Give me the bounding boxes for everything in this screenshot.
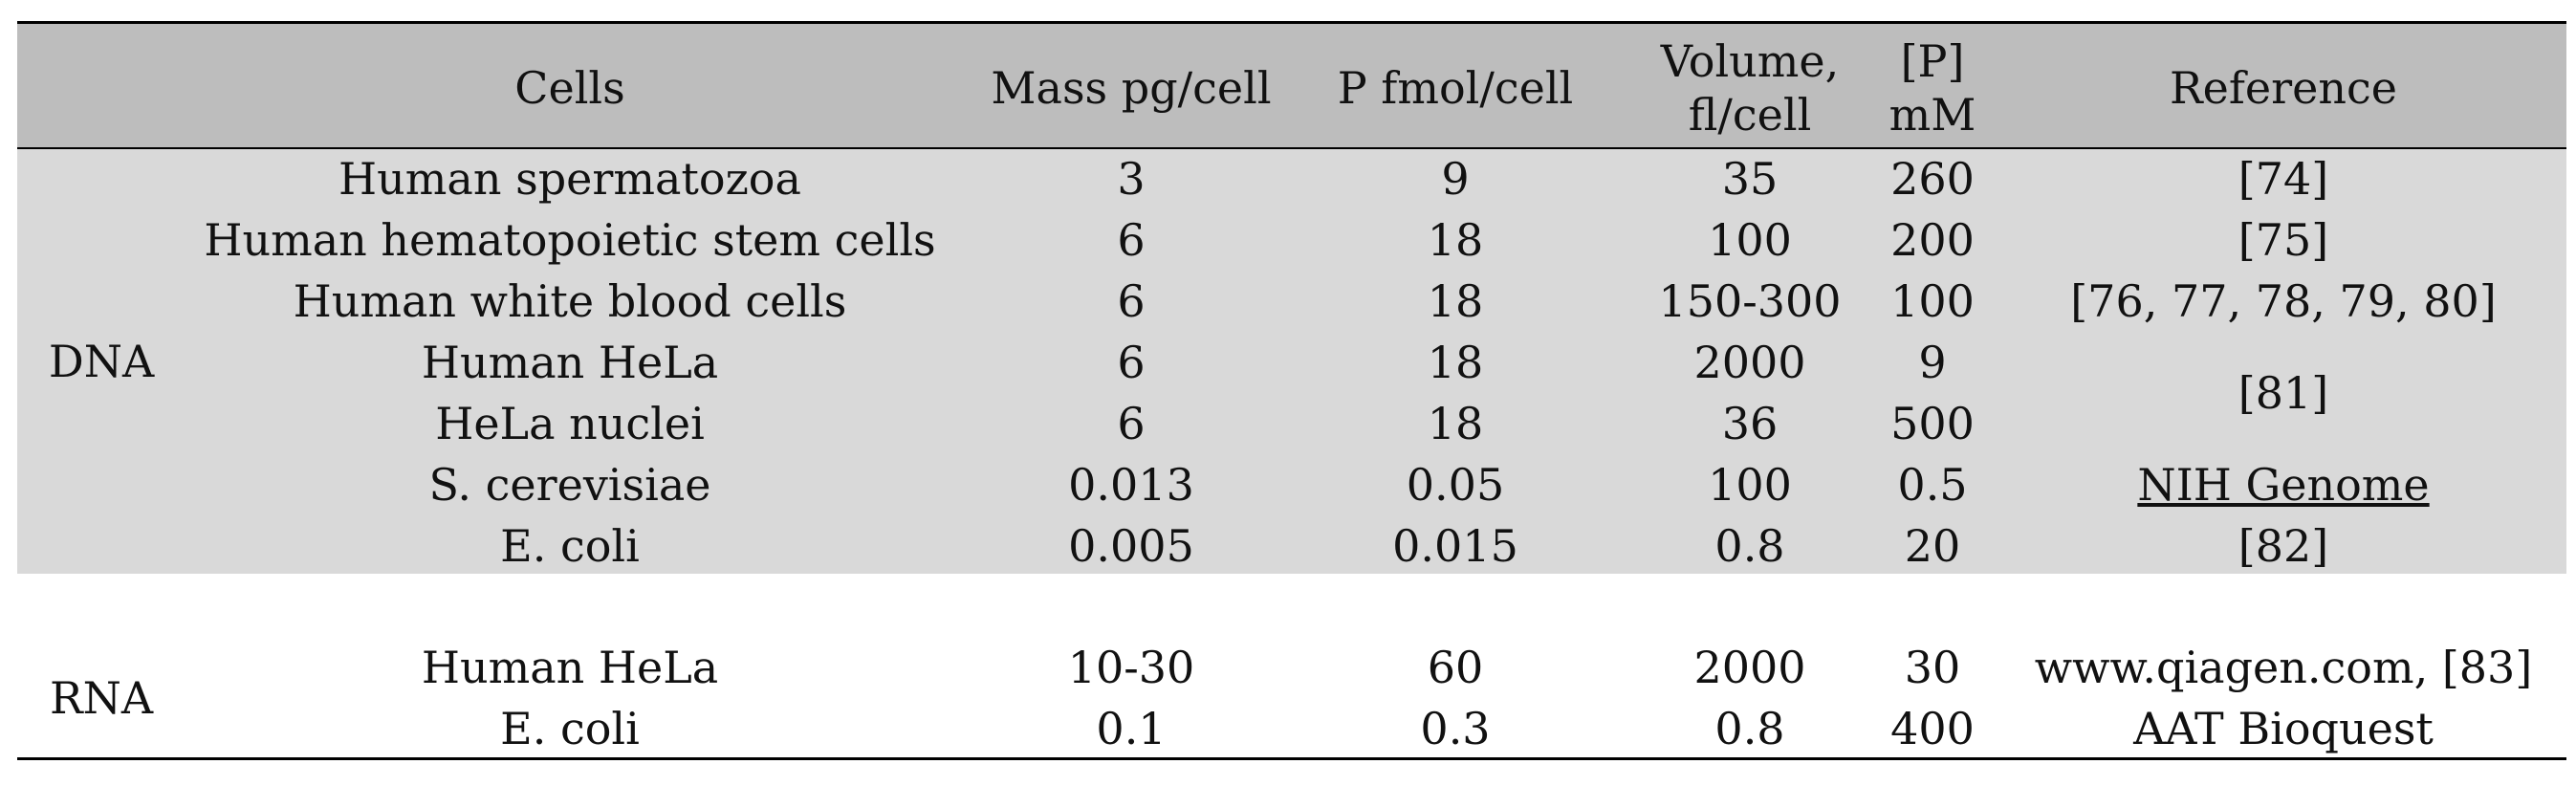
table-row-p: 60 xyxy=(1427,642,1484,693)
table-row-reference: [81] xyxy=(2238,367,2329,419)
table-row-mass: 6 xyxy=(1117,214,1146,266)
table-row-p: 0.05 xyxy=(1406,459,1505,511)
table-row-mass: 6 xyxy=(1117,337,1146,388)
table-row-mass: 6 xyxy=(1117,275,1146,327)
dna-section-background xyxy=(17,149,2566,574)
table-row-conc: 500 xyxy=(1890,398,1975,449)
table-row-cells: E. coli xyxy=(500,703,640,754)
table-row-reference: [76, 77, 78, 79, 80] xyxy=(2070,275,2497,327)
table-row-reference: [74] xyxy=(2238,153,2329,205)
table-row-cells: HeLa nuclei xyxy=(435,398,705,449)
table-row-cells: Human hematopoietic stem cells xyxy=(204,214,936,266)
header-cells: Cells xyxy=(514,62,625,114)
nih-genome-link[interactable]: NIH Genome xyxy=(2137,459,2430,511)
header-p: P fmol/cell xyxy=(1337,62,1574,114)
table-row-cells: Human HeLa xyxy=(421,642,719,693)
table-row-volume: 0.8 xyxy=(1714,520,1785,572)
table-row-cells: Human HeLa xyxy=(421,337,719,388)
table-row-p: 18 xyxy=(1427,275,1484,327)
table-row-reference: [82] xyxy=(2238,520,2329,572)
table-row-cells: E. coli xyxy=(500,520,640,572)
table-row-p: 18 xyxy=(1427,337,1484,388)
table-row-conc: 30 xyxy=(1904,642,1961,693)
table-row-p: 0.3 xyxy=(1420,703,1491,754)
table-row-mass: 3 xyxy=(1117,153,1146,205)
header-volume: Volume, fl/cell xyxy=(1660,35,1840,141)
table-row-p: 0.015 xyxy=(1392,520,1518,572)
table-row-p: 18 xyxy=(1427,398,1484,449)
table-row-reference: [75] xyxy=(2238,214,2329,266)
table-row-conc: 0.5 xyxy=(1897,459,1968,511)
table-row-volume: 2000 xyxy=(1693,337,1806,388)
table-row-conc: 100 xyxy=(1890,275,1975,327)
header-mass: Mass pg/cell xyxy=(991,62,1272,114)
table-row-conc: 260 xyxy=(1890,153,1975,205)
bottom-rule xyxy=(17,757,2566,760)
table-row-p: 18 xyxy=(1427,214,1484,266)
table-row-cells: Human spermatozoa xyxy=(338,153,801,205)
header-rule xyxy=(17,147,2566,149)
table-row-volume: 150-300 xyxy=(1658,275,1842,327)
table-row-mass: 6 xyxy=(1117,398,1146,449)
table-row-reference: AAT Bioquest xyxy=(2133,703,2434,754)
table-row-volume: 100 xyxy=(1708,214,1792,266)
header-conc: [P] mM xyxy=(1888,35,1976,141)
table-row-mass: 10-30 xyxy=(1067,642,1195,693)
table-header-background xyxy=(17,24,2566,147)
table-row-volume: 36 xyxy=(1721,398,1779,449)
table-row-conc: 9 xyxy=(1918,337,1947,388)
table-row-volume: 100 xyxy=(1708,459,1792,511)
header-reference: Reference xyxy=(2170,62,2397,114)
table-row-cells: S. cerevisiae xyxy=(428,459,711,511)
table-row-p: 9 xyxy=(1441,153,1470,205)
table-row-volume: 2000 xyxy=(1693,642,1806,693)
table-row-cells: Human white blood cells xyxy=(293,275,847,327)
dna-group-label: DNA xyxy=(48,336,155,387)
rna-group-label: RNA xyxy=(49,672,154,724)
table-row-volume: 0.8 xyxy=(1714,703,1785,754)
top-rule xyxy=(17,21,2566,24)
table-row-conc: 20 xyxy=(1904,520,1961,572)
table-row-volume: 35 xyxy=(1721,153,1779,205)
table-row-reference: www.qiagen.com, [83] xyxy=(2034,642,2533,693)
table-row-mass: 0.1 xyxy=(1096,703,1167,754)
data-table: Cells Mass pg/cell P fmol/cell Volume, f… xyxy=(17,21,2566,761)
table-row-conc: 400 xyxy=(1890,703,1975,754)
table-row-conc: 200 xyxy=(1890,214,1975,266)
table-row-mass: 0.005 xyxy=(1068,520,1194,572)
table-row-mass: 0.013 xyxy=(1068,459,1194,511)
